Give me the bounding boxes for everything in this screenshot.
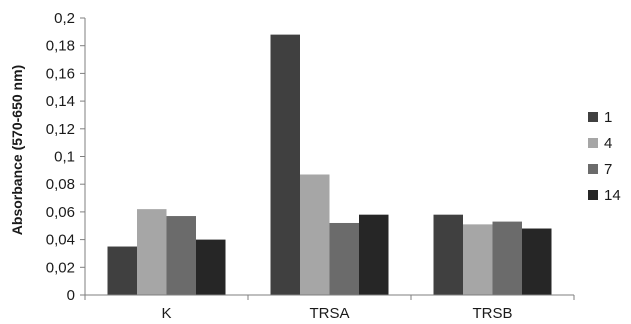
y-tick-label: 0,08 xyxy=(46,176,75,193)
legend-label-4: 4 xyxy=(604,135,612,152)
y-tick-label: 0,18 xyxy=(46,38,75,55)
y-tick-label: 0,2 xyxy=(54,10,75,27)
bar-trsa-series-4 xyxy=(300,174,330,295)
x-tick-label: K xyxy=(161,305,171,322)
y-tick-label: 0 xyxy=(67,287,75,304)
bar-k-series-7 xyxy=(166,216,196,295)
y-tick-label: 0,02 xyxy=(46,259,75,276)
bar-trsa-series-14 xyxy=(359,214,389,295)
y-tick-label: 0,14 xyxy=(46,93,75,110)
bar-trsb-series-7 xyxy=(492,221,522,295)
bar-trsa-series-7 xyxy=(329,222,359,295)
legend-swatch-4 xyxy=(588,138,598,148)
bar-k-series-14 xyxy=(196,239,226,295)
bar-trsb-series-1 xyxy=(433,214,463,295)
bar-k-series-4 xyxy=(137,209,167,295)
x-axis-labels: K TRSA TRSB xyxy=(161,305,512,322)
legend-swatch-7 xyxy=(588,164,598,174)
y-axis-ticks: 0 0,02 0,04 0,06 0,08 0,1 0,12 0,14 0,16 0,18 0,2 xyxy=(46,10,85,304)
legend-label-1: 1 xyxy=(604,109,612,126)
y-tick-label: 0,06 xyxy=(46,204,75,221)
bars xyxy=(107,34,552,296)
legend-swatch-1 xyxy=(588,112,598,122)
bar-k-series-1 xyxy=(107,246,137,295)
bar-trsb-series-4 xyxy=(463,224,493,295)
y-tick-label: 0,16 xyxy=(46,65,75,82)
y-axis-label: Absorbance (570-650 nm) xyxy=(9,65,25,235)
bar-trsb-series-14 xyxy=(522,228,552,295)
y-tick-label: 0,04 xyxy=(46,232,75,249)
bar-trsa-series-1 xyxy=(270,34,300,296)
x-tick-label: TRSA xyxy=(309,305,349,322)
y-tick-label: 0,1 xyxy=(54,149,75,166)
legend-label-7: 7 xyxy=(604,161,612,178)
x-tick-label: TRSB xyxy=(472,305,512,322)
axes xyxy=(84,18,575,300)
legend-swatch-14 xyxy=(588,190,598,200)
y-tick-label: 0,12 xyxy=(46,121,75,138)
legend-label-14: 14 xyxy=(604,187,621,204)
